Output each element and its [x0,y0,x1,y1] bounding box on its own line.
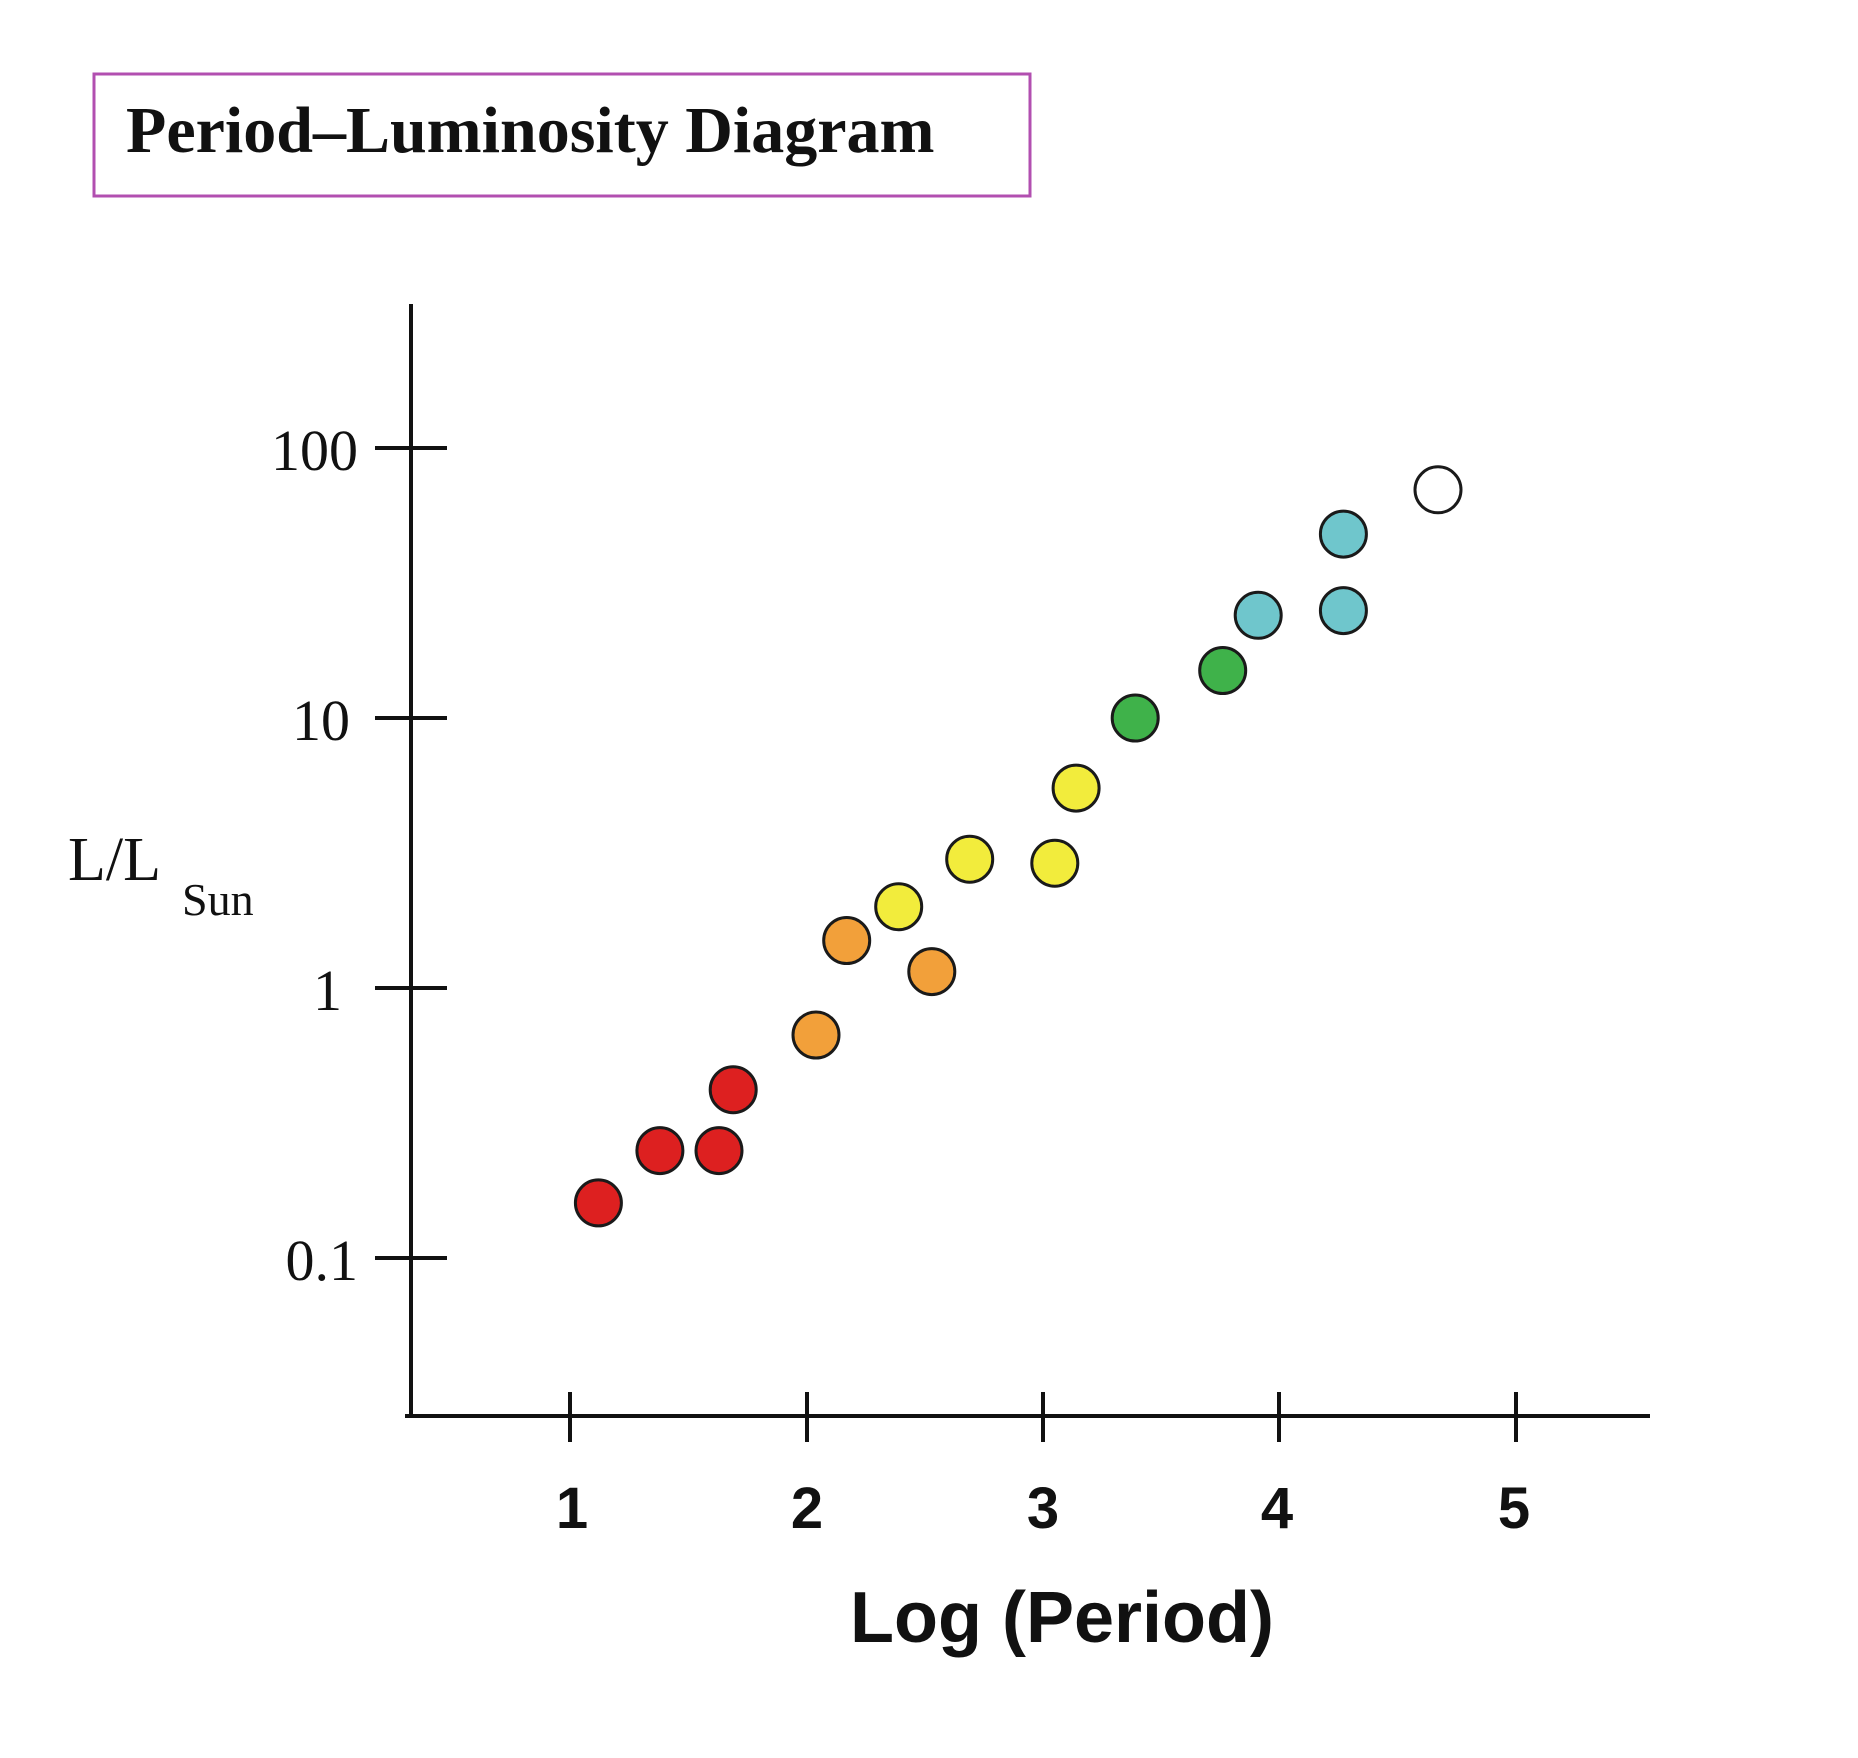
data-point-9 [945,834,995,884]
data-point-17 [1413,465,1463,515]
y-tick-1: 1 [313,958,447,1023]
chart-title: Period–Luminosity Diagram [126,94,934,167]
x-tick-label: 4 [1261,1476,1293,1541]
chart-title-border [92,72,1032,198]
x-tick-3: 3 [1027,1392,1059,1541]
y-tick-0.1: 0.1 [286,1228,447,1293]
data-point-10 [1030,838,1080,888]
data-point-4 [708,1065,758,1115]
data-point-8 [874,882,924,932]
y-axis-label-subscript: Sun [182,874,254,925]
y-tick-label: 10 [292,688,350,753]
data-point-16 [1318,509,1368,559]
chart-title-box: Period–Luminosity Diagram [92,72,1032,198]
y-tick-label: 0.1 [286,1228,359,1293]
y-axis-label-main: L/L [68,826,161,894]
x-tick-label: 5 [1498,1476,1530,1541]
data-point-5 [791,1010,841,1060]
data-point-1 [573,1178,623,1228]
y-tick-100: 100 [271,418,447,483]
y-tick-10: 10 [292,688,447,753]
x-tick-label: 1 [556,1476,588,1541]
data-point-12 [1110,693,1160,743]
data-point-2 [635,1126,685,1176]
data-point-6 [822,916,872,965]
y-tick-label: 100 [271,418,358,483]
data-point-3 [694,1126,744,1176]
data-point-11 [1051,763,1101,813]
data-point-14 [1233,590,1283,640]
x-tick-label: 2 [791,1476,823,1541]
x-tick-1: 1 [556,1392,588,1541]
x-axis-label: Log (Period) [850,1578,1274,1658]
x-tick-label: 3 [1027,1476,1059,1541]
x-tick-2: 2 [791,1392,823,1541]
x-tick-5: 5 [1498,1392,1530,1541]
data-point-13 [1198,646,1248,695]
x-tick-4: 4 [1261,1392,1293,1541]
y-tick-label: 1 [313,958,342,1023]
data-point-7 [907,947,957,997]
y-axis-label: L/L Sun [68,826,254,925]
data-point-15 [1318,586,1368,636]
data-points [573,465,1463,1228]
